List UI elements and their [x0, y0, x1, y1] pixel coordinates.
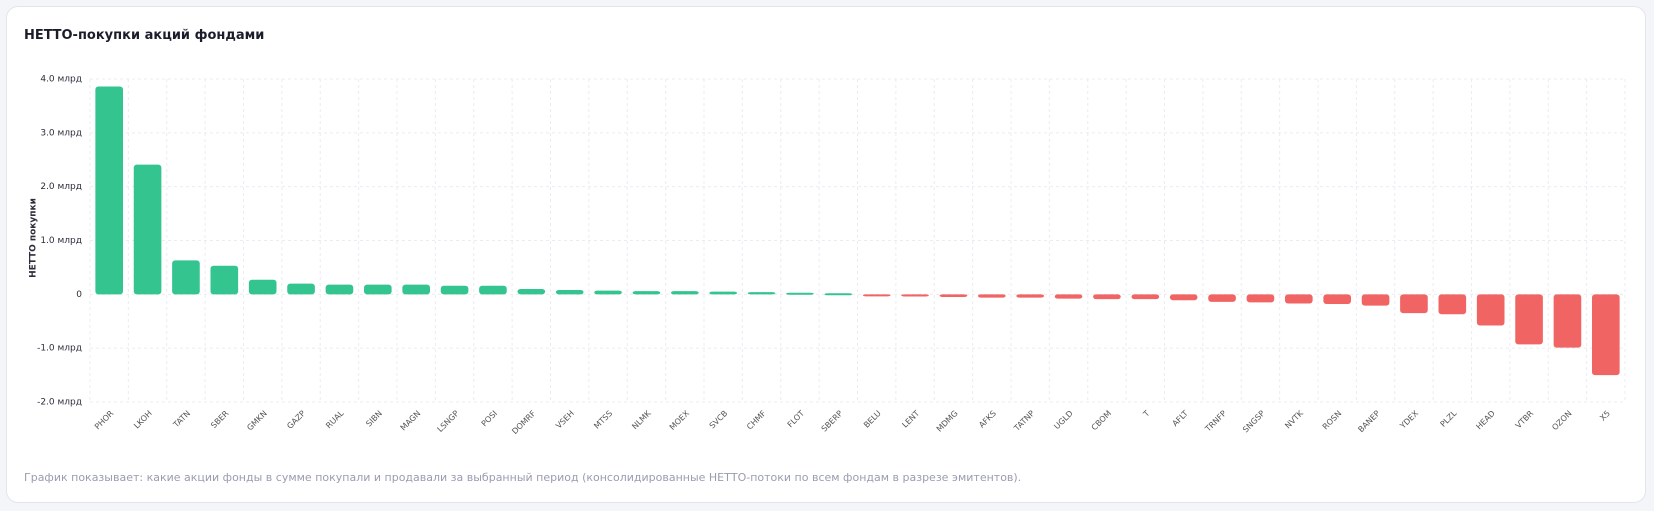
bar [1208, 294, 1236, 302]
bar [555, 290, 584, 295]
bar [709, 291, 738, 295]
x-tick-label: OZON [1550, 409, 1573, 432]
x-tick-label: VSEH [554, 409, 576, 431]
x-tick-label: AFKS [977, 409, 998, 430]
bar [1476, 294, 1505, 326]
bar [1016, 294, 1045, 298]
chart-note: График показывает: какие акции фонды в с… [24, 471, 1022, 484]
bar [862, 294, 891, 297]
x-tick-label: POSI [480, 409, 499, 428]
y-tick-label: 3.0 млрд [40, 128, 82, 138]
bar [517, 288, 546, 295]
x-tick-label: VTBR [1514, 409, 1536, 431]
x-tick-label: RUAL [324, 408, 346, 430]
x-tick-label: TRNFP [1203, 409, 1228, 434]
x-tick-label: LKOH [132, 409, 154, 431]
bar [363, 284, 392, 295]
bar [325, 284, 354, 295]
x-tick-label: NLMK [630, 408, 653, 431]
x-tick-label: CHMF [745, 409, 768, 432]
bar [939, 294, 968, 298]
bar [1515, 294, 1543, 345]
x-tick-label: SBER [209, 409, 231, 431]
x-tick-label: BELU [862, 409, 883, 430]
x-tick-label: NVTK [1283, 408, 1305, 430]
bar [594, 290, 622, 295]
bar [402, 284, 431, 295]
bar [1131, 294, 1160, 300]
bar [824, 293, 853, 296]
bar [1054, 294, 1083, 299]
x-tick-label: TATN [171, 409, 192, 430]
y-tick-label: 1.0 млрд [40, 236, 82, 246]
x-tick-label: T [1141, 409, 1152, 420]
bar [210, 265, 239, 295]
x-tick-label: GMKN [245, 409, 269, 433]
bar [287, 283, 315, 295]
bar [172, 260, 200, 295]
x-tick-label: MTSS [592, 409, 614, 431]
x-tick-label: FLOT [786, 409, 807, 430]
bar [1169, 294, 1198, 301]
x-tick-label: LSNGP [436, 409, 461, 434]
bar [901, 294, 929, 297]
x-tick-label: MAGN [399, 409, 423, 433]
bar [977, 294, 1006, 298]
y-tick-label: -2.0 млрд [37, 398, 82, 408]
bar [747, 292, 776, 295]
x-tick-label: AFLT [1171, 409, 1190, 428]
bar [1323, 294, 1352, 305]
bar [632, 291, 661, 295]
x-tick-label: YDEX [1398, 408, 1421, 431]
y-axis-label: НЕТТО покупки [29, 198, 39, 278]
bar [670, 291, 699, 295]
bar [1553, 294, 1582, 348]
x-tick-label: ROSN [1321, 409, 1344, 432]
bar [1400, 294, 1428, 314]
bar [479, 285, 507, 295]
x-tick-label: PLZL [1439, 408, 1459, 428]
x-tick-label: DOMRF [510, 409, 538, 437]
bar [133, 164, 162, 295]
x-tick-label: CBOM [1090, 409, 1113, 432]
bar [1284, 294, 1313, 304]
x-tick-label: SNGSP [1241, 409, 1267, 435]
x-tick-label: MOEX [668, 408, 692, 432]
bar [1093, 294, 1121, 300]
bar [1246, 294, 1275, 303]
y-tick-label: -1.0 млрд [37, 344, 82, 354]
chart-title: НЕТТО-покупки акций фондами [24, 28, 265, 43]
x-tick-label: SVCB [708, 409, 730, 431]
bar [440, 285, 469, 295]
x-tick-label: TATNP [1012, 409, 1037, 434]
y-tick-label: 0 [76, 290, 82, 300]
bar [248, 279, 277, 295]
x-tick-label: PHOR [93, 409, 116, 432]
x-tick-label: SIBN [364, 409, 384, 429]
x-tick-label: MDMG [935, 409, 960, 434]
y-tick-label: 4.0 млрд [40, 75, 82, 85]
bar [1591, 294, 1620, 376]
x-tick-label: X5 [1598, 409, 1612, 423]
x-tick-label: UGLD [1052, 409, 1074, 431]
x-tick-label: HEAD [1474, 409, 1496, 431]
x-tick-label: BANEP [1356, 409, 1381, 434]
bar [786, 292, 814, 295]
x-tick-label: GAZP [285, 409, 307, 431]
card: НЕТТО-покупки акций фондами График показ… [6, 6, 1646, 503]
bar [1361, 294, 1390, 306]
x-tick-label: SBERP [820, 409, 845, 434]
x-tick-label: LENT [900, 409, 921, 430]
bar [95, 86, 124, 295]
y-tick-label: 2.0 млрд [40, 182, 82, 192]
bar [1438, 294, 1467, 315]
